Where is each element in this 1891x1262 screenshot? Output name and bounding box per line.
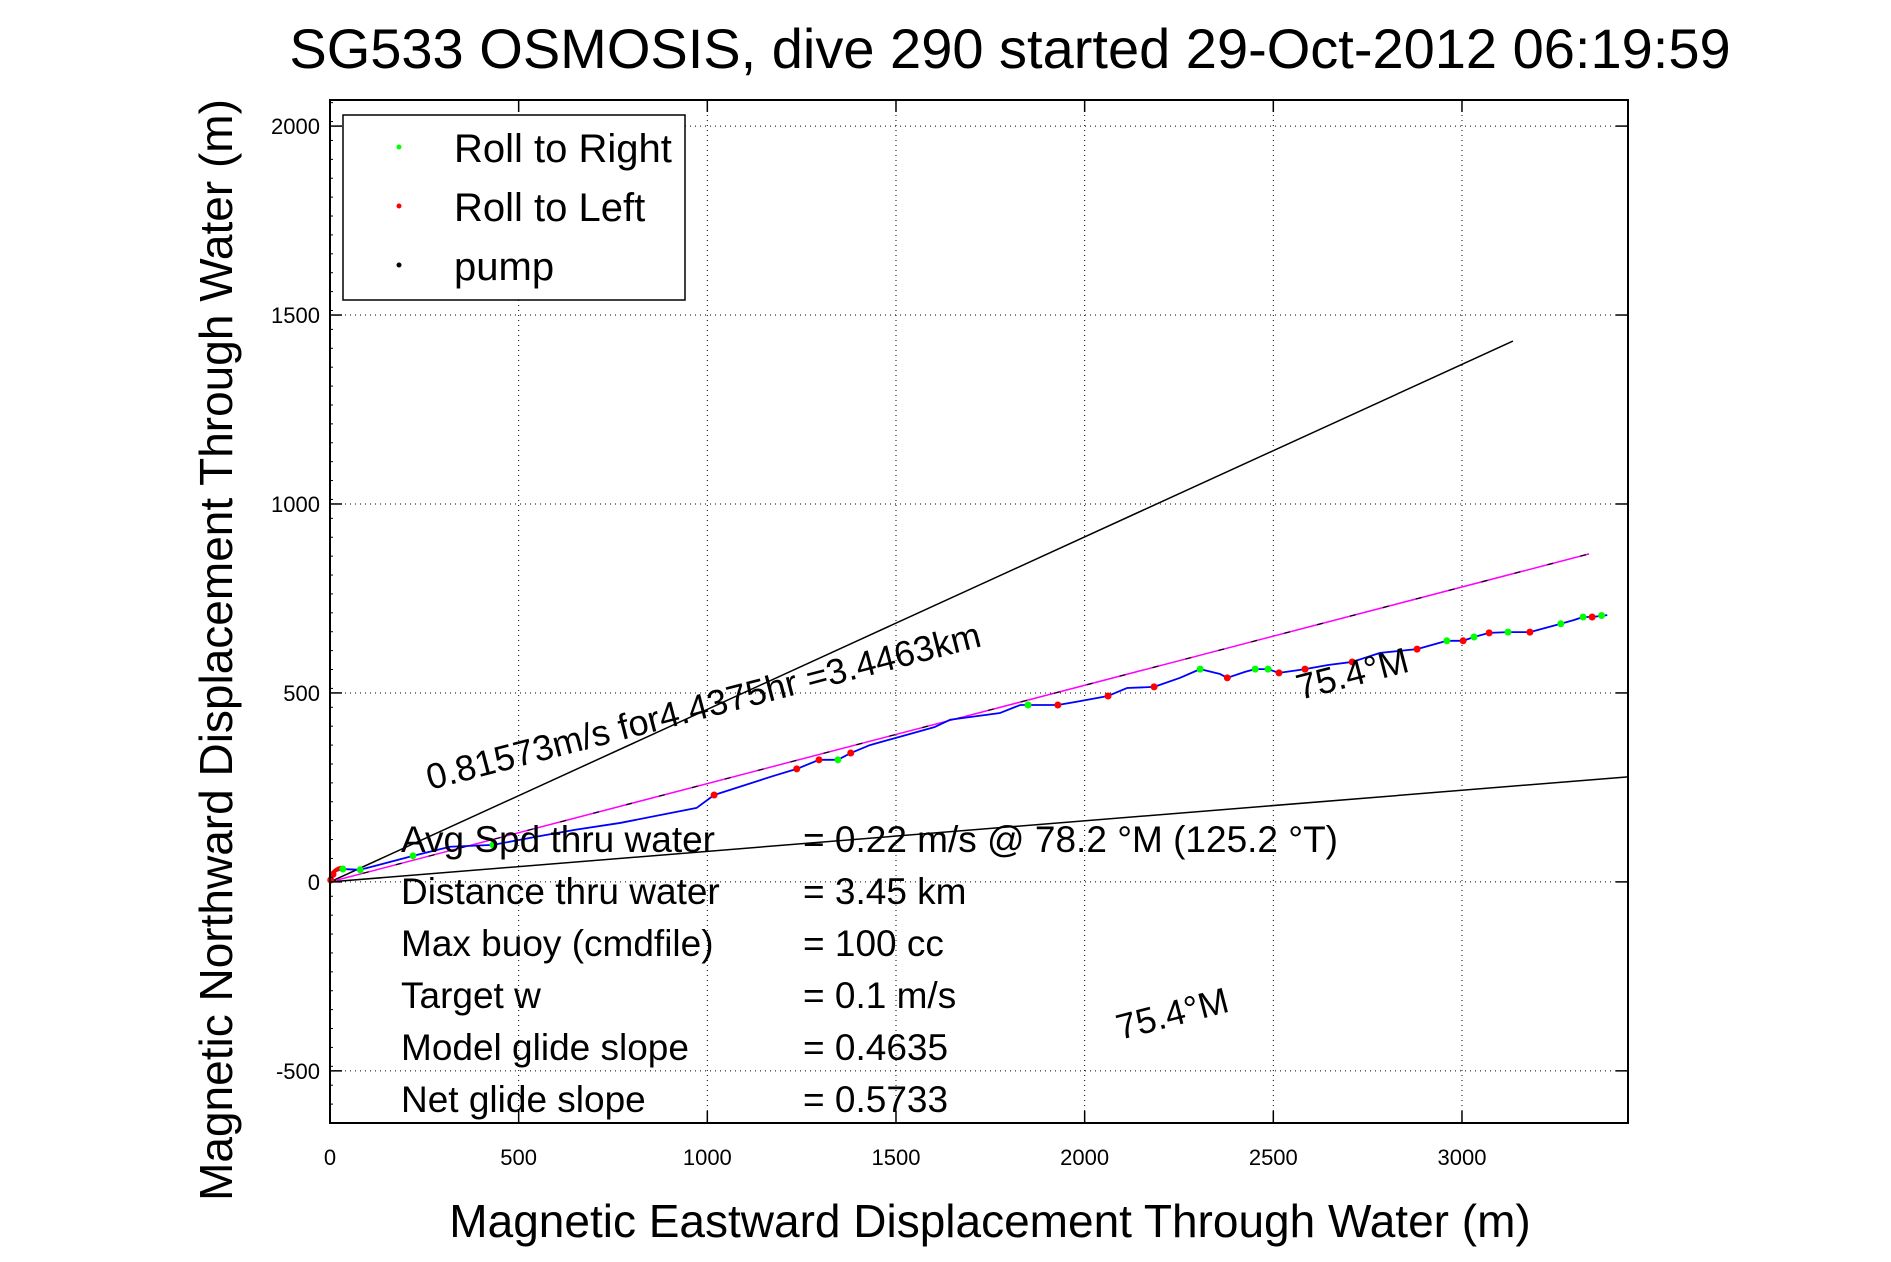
roll-left-point (815, 756, 823, 764)
y-tick-label: 1500 (271, 303, 320, 328)
roll-left-point (329, 870, 337, 878)
info-table: Avg Spd thru water = 0.22 m/s @ 78.2 °M (… (401, 819, 1338, 1120)
y-tick-label: 0 (308, 870, 320, 895)
roll-left-point (793, 765, 801, 773)
roll-left-point (710, 791, 718, 799)
legend-label: Roll to Right (454, 127, 672, 171)
x-tick-label: 500 (500, 1145, 537, 1170)
roll-left-point (1301, 665, 1309, 673)
x-tick-label: 1500 (872, 1145, 921, 1170)
y-tick-label: 1000 (271, 492, 320, 517)
x-tick-label: 2500 (1249, 1145, 1298, 1170)
roll-left-point (1150, 683, 1158, 691)
roll-right-point (1251, 665, 1259, 673)
info-value: = 0.22 m/s @ 78.2 °M (125.2 °T) (803, 819, 1338, 860)
roll-right-point (339, 865, 347, 873)
roll-right-point (1196, 665, 1204, 673)
roll-right-point (356, 866, 364, 874)
roll-right-point (1443, 637, 1451, 645)
x-tick-label: 1000 (683, 1145, 732, 1170)
info-label: Net glide slope (401, 1079, 646, 1120)
roll-right-point (409, 852, 417, 860)
roll-right-point (1470, 633, 1478, 641)
tick-labels: 0 500 1000 1500 2000 2500 3000 -500 0 500 1000 1500… (271, 114, 1486, 1170)
roll-left-point (1485, 629, 1493, 637)
legend: Roll to Right Roll to Left pump (342, 114, 686, 301)
roll-left-point (1459, 637, 1467, 645)
info-label: Max buoy (cmdfile) (401, 923, 714, 964)
y-tick-label: -500 (276, 1059, 320, 1084)
roll-left-point (1413, 645, 1421, 653)
roll-right-point (1557, 620, 1565, 628)
x-tick-label: 0 (324, 1145, 336, 1170)
roll-left-point (1104, 692, 1112, 700)
y-tick-label: 500 (283, 681, 320, 706)
roll-right-point (1598, 611, 1606, 619)
legend-label: pump (454, 245, 554, 289)
roll-right-point (1024, 701, 1032, 709)
info-value: = 0.5733 (803, 1079, 948, 1120)
roll-right-point (1579, 613, 1587, 621)
roll-right-point (1264, 665, 1272, 673)
info-label: Distance thru water (401, 871, 720, 912)
roll-left-point (1348, 658, 1356, 666)
legend-marker-2 (396, 262, 402, 268)
y-axis-label: Magnetic Northward Displacement Through … (190, 99, 242, 1201)
info-label: Target w (401, 975, 541, 1016)
roll-left-point (1275, 669, 1283, 677)
info-value: = 3.45 km (803, 871, 967, 912)
roll-left-point (1054, 701, 1062, 709)
y-tick-label: 2000 (271, 114, 320, 139)
x-axis-label: Magnetic Eastward Displacement Through W… (449, 1195, 1530, 1247)
roll-right-point (834, 756, 842, 764)
roll-right-point (1504, 628, 1512, 636)
roll-left-point (847, 749, 855, 757)
x-tick-label: 2000 (1060, 1145, 1109, 1170)
axes-box (329, 99, 1629, 1124)
info-label: Avg Spd thru water (401, 819, 715, 860)
roll-left-point (1588, 613, 1596, 621)
reference-line-0 (329, 340, 1514, 883)
chart-title: SG533 OSMOSIS, dive 290 started 29-Oct-2… (289, 17, 1730, 80)
info-label: Model glide slope (401, 1027, 689, 1068)
legend-marker-0 (396, 144, 402, 150)
roll-left-point (1223, 674, 1231, 682)
info-value: = 0.4635 (803, 1027, 948, 1068)
reference-line-1 (329, 776, 1629, 883)
roll-right-point (489, 841, 497, 849)
info-value: = 100 cc (803, 923, 944, 964)
x-tick-label: 3000 (1438, 1145, 1487, 1170)
axes-frame (329, 99, 1629, 1124)
legend-label: Roll to Left (454, 186, 645, 230)
info-value: = 0.1 m/s (803, 975, 956, 1016)
legend-marker-1 (396, 203, 402, 209)
marker-group (327, 611, 1606, 884)
roll-left-point (1526, 628, 1534, 636)
